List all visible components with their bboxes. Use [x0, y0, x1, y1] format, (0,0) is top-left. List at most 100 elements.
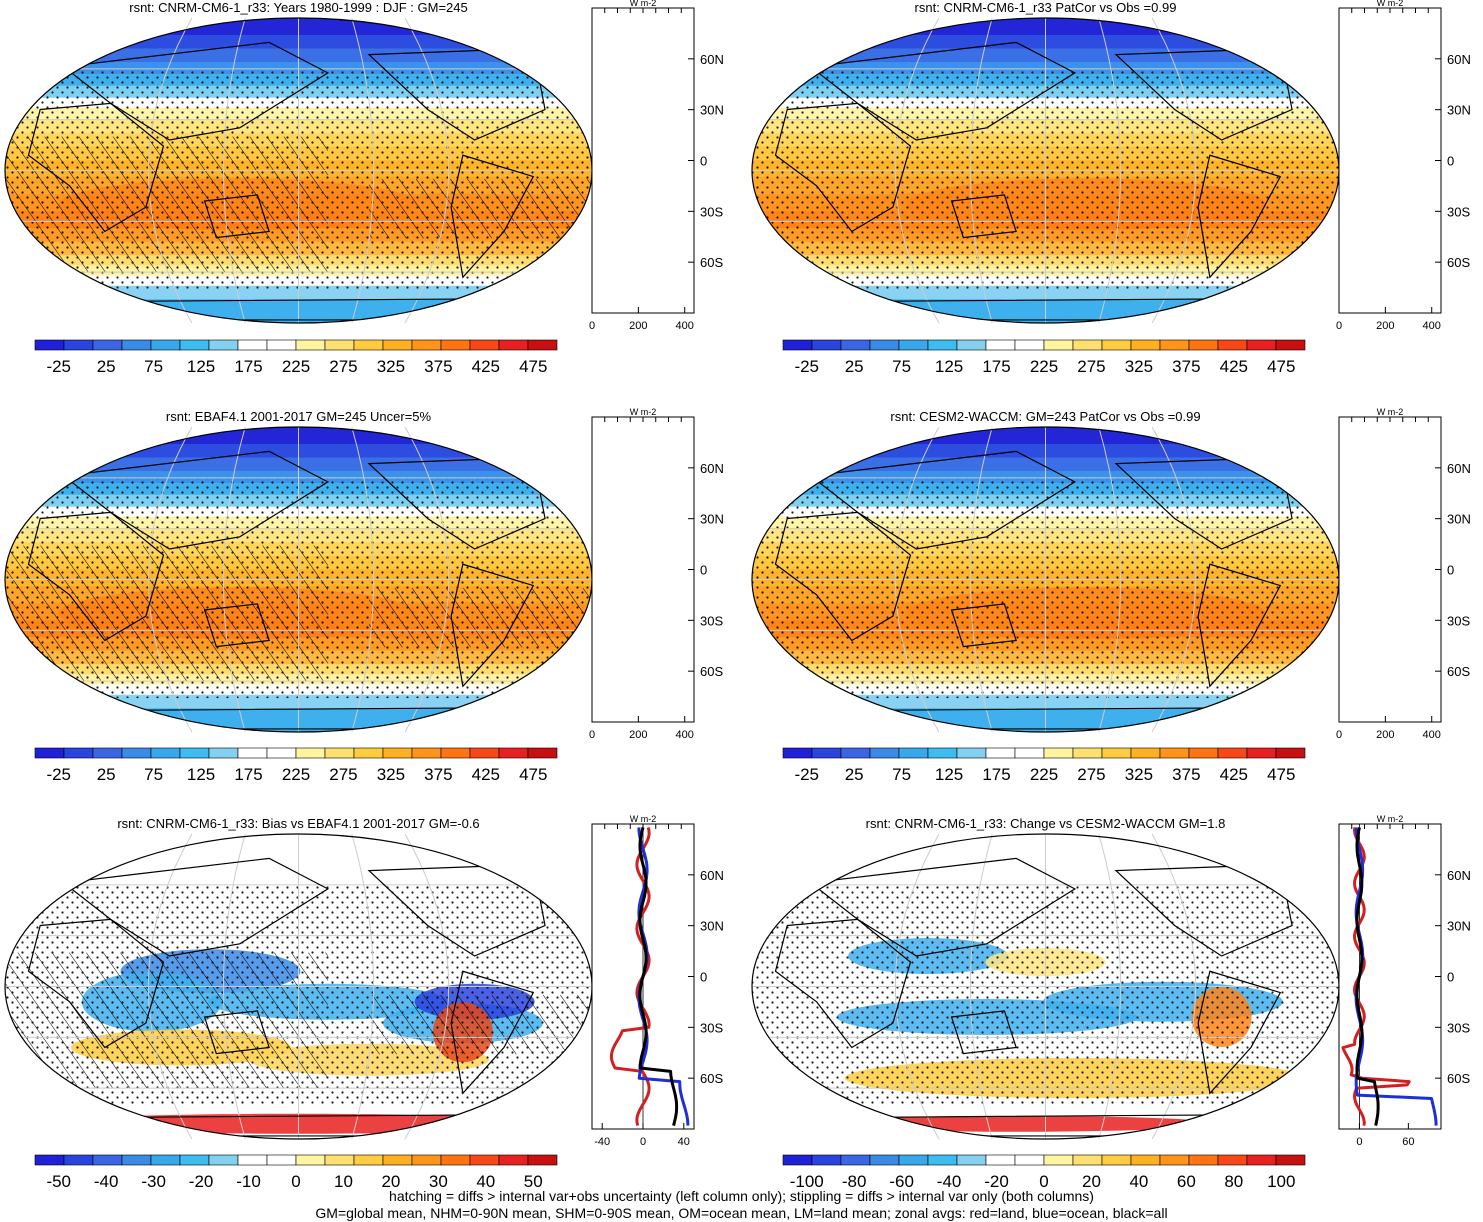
panel-title: rsnt: CNRM-CM6-1_r33: Change vs CESM2-WA… — [866, 816, 1226, 831]
colorbar-1: -25 25 75 125 175 225 275 325 375 425 475 — [34, 339, 558, 376]
colorbar-label: 0 — [1039, 1172, 1048, 1191]
colorbar-label: 475 — [519, 357, 547, 376]
colorbar-box — [440, 339, 471, 351]
colorbar-box — [208, 747, 239, 759]
profile-x-label: 60 — [1402, 1136, 1414, 1148]
colorbar-box — [1014, 747, 1045, 759]
map-panel-6: rsnt: CNRM-CM6-1_r33: Change vs CESM2-WA… — [751, 816, 1340, 1140]
colorbar-box — [150, 339, 181, 351]
map-panel-1: rsnt: CNRM-CM6-1_r33: Years 1980-1999 : … — [4, 0, 593, 324]
colorbar-label: -25 — [46, 765, 71, 784]
colorbar-box — [1072, 339, 1103, 351]
profile-lat-label: 30S — [700, 1020, 723, 1035]
coastline — [774, 511, 912, 642]
graticule-meridian — [894, 426, 940, 733]
colorbar-label: 25 — [97, 765, 116, 784]
colorbar-box — [1188, 339, 1219, 351]
colorbar-box — [927, 1154, 958, 1166]
graticule-meridian — [894, 17, 940, 324]
colorbar-box — [469, 1154, 500, 1166]
colorbar-label: -50 — [46, 1172, 71, 1191]
profile-unit-label: W m-2 — [630, 814, 657, 824]
colorbar-box — [1246, 747, 1277, 759]
colorbar-box — [811, 339, 842, 351]
graticule-meridian — [1151, 17, 1197, 324]
graticule-meridian — [1151, 833, 1197, 1140]
profile-lat-label: 0 — [700, 154, 707, 169]
profile-lat-label: 60S — [700, 664, 723, 679]
colorbar-label: 275 — [1077, 765, 1105, 784]
profile-lat-label: 30N — [700, 103, 724, 118]
profile-unit-label: W m-2 — [630, 407, 657, 417]
profile-lat-label: 30N — [1447, 512, 1471, 527]
profile-lat-label: 60S — [700, 255, 723, 270]
colorbar-box — [985, 747, 1016, 759]
profile-x-label: 0 — [589, 320, 595, 332]
footer-line-2: GM=global mean, NHM=0-90N mean, SHM=0-90… — [315, 1205, 1168, 1221]
graticule-meridian — [969, 833, 993, 1140]
colorbar-label: -60 — [889, 1172, 914, 1191]
coastline — [809, 450, 1077, 550]
coastline — [27, 511, 165, 642]
colorbar-box — [1130, 339, 1161, 351]
profile-x-label: 400 — [1423, 729, 1441, 741]
colorbar-label: -10 — [236, 1172, 261, 1191]
colorbar-label: 425 — [1220, 357, 1248, 376]
colorbar-box — [324, 339, 355, 351]
colorbar-box — [469, 747, 500, 759]
profile-lat-label: 30N — [1447, 919, 1471, 934]
colorbar-3: -25 25 75 125 175 225 275 325 375 425 475 — [34, 747, 558, 784]
colorbar-label: 75 — [144, 357, 163, 376]
graticule-meridian — [404, 833, 450, 1140]
profile-frame — [1338, 823, 1442, 1130]
colorbar-box — [782, 339, 813, 351]
coastline — [450, 970, 535, 1095]
profile-x-label: 0 — [589, 729, 595, 741]
colorbar-box — [527, 747, 558, 759]
colorbar-label: 225 — [1030, 765, 1058, 784]
colorbar-box — [1101, 747, 1132, 759]
coastline — [950, 603, 1017, 648]
colorbar-box — [869, 1154, 900, 1166]
colorbar-label: -20 — [189, 1172, 214, 1191]
colorbar-box — [811, 1154, 842, 1166]
colorbar-label: 375 — [424, 765, 452, 784]
colorbar-box — [237, 339, 268, 351]
profile-x-label: -40 — [594, 1136, 610, 1148]
colorbar-4: -25 25 75 125 175 225 275 325 375 425 475 — [782, 747, 1306, 784]
graticule-meridian — [894, 833, 940, 1140]
colorbar-box — [382, 339, 413, 351]
panel-title: rsnt: CESM2-WACCM: GM=243 PatCor vs Obs … — [890, 409, 1200, 424]
colorbar-label: 175 — [982, 765, 1010, 784]
hatching-overlay — [5, 545, 328, 682]
colorbar-box — [898, 1154, 929, 1166]
profile-unit-label: W m-2 — [1377, 407, 1404, 417]
colorbar-box — [353, 747, 384, 759]
profile-x-label: 200 — [1376, 320, 1394, 332]
colorbar-box — [266, 339, 297, 351]
profile-lat-label: 60N — [700, 461, 724, 476]
profile-lat-label: 0 — [700, 970, 707, 985]
colorbar-box — [527, 1154, 558, 1166]
colorbar-box — [237, 747, 268, 759]
profile-x-label: 40 — [678, 1136, 690, 1148]
coastline — [809, 857, 1077, 957]
colorbar-label: -80 — [842, 1172, 867, 1191]
colorbar-label: 475 — [1267, 765, 1295, 784]
coastline — [27, 102, 165, 233]
zonal-profile-6: W m-2 0 60 60N 30N 0 30S 60S — [1338, 814, 1471, 1148]
colorbar-box — [266, 1154, 297, 1166]
coastline — [62, 857, 330, 957]
profile-lat-label: 0 — [1447, 970, 1454, 985]
colorbar-box — [1014, 339, 1045, 351]
hatching-overlay — [5, 136, 328, 273]
coastline — [62, 450, 330, 550]
graticule-meridian — [1151, 426, 1197, 733]
profile-lat-label: 60S — [1447, 255, 1470, 270]
colorbar-label: 325 — [1125, 357, 1153, 376]
colorbar-label: -25 — [46, 357, 71, 376]
colorbar-box — [985, 339, 1016, 351]
graticule-meridian — [351, 833, 375, 1140]
colorbar-label: 30 — [429, 1172, 448, 1191]
colorbar-box — [1159, 339, 1190, 351]
